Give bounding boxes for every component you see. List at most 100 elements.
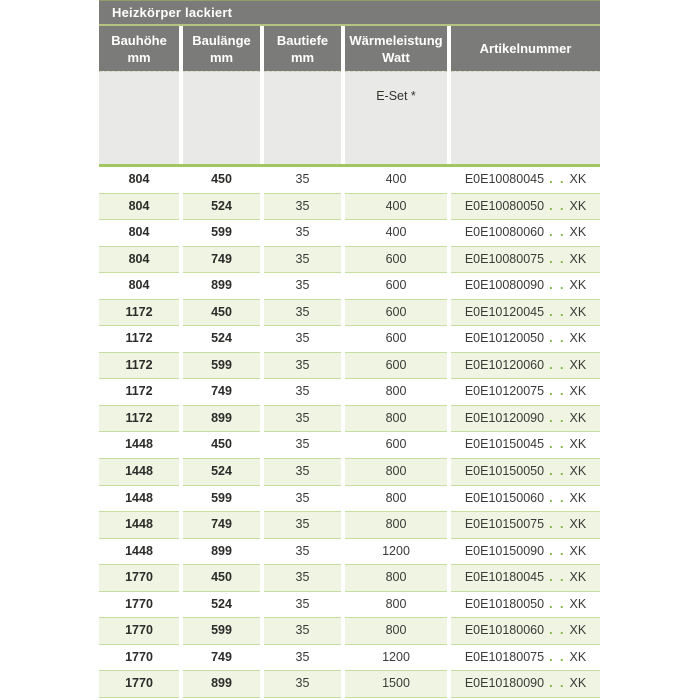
cell-baulaenge: 524	[183, 326, 260, 353]
table-row: 1172 899 35 800 E0E10120090 . . XK	[99, 405, 600, 433]
cell-bauhoehe: 1770	[99, 591, 179, 619]
table-row: 1448 524 35 800 E0E10150050 . . XK	[99, 459, 600, 486]
cell-artikelnummer: E0E10180060 . . XK	[451, 618, 600, 645]
subheader-cell-artikelnummer	[451, 71, 600, 164]
cell-baulaenge: 749	[183, 512, 260, 539]
artikel-dots-icon: . .	[549, 278, 566, 293]
table-row: 804 599 35 400 E0E10080060 . . XK	[99, 220, 600, 247]
cell-bauhoehe: 804	[99, 193, 179, 221]
column-header-label: Wärmeleistung	[349, 32, 443, 48]
artikel-number: E0E10150050	[464, 464, 545, 479]
cell-bauhoehe: 1172	[99, 299, 179, 327]
cell-baulaenge: 899	[183, 273, 260, 300]
table-row: 1448 899 35 1200 E0E10150090 . . XK	[99, 538, 600, 566]
artikel-dots-icon: . .	[549, 490, 566, 505]
cell-bautiefe: 35	[264, 591, 341, 619]
subheader-cell-eset: E-Set *	[345, 71, 447, 164]
artikel-suffix: XK	[569, 623, 587, 638]
artikel-dots-icon: . .	[549, 198, 566, 213]
artikel-suffix: XK	[569, 198, 587, 213]
artikel-suffix: XK	[569, 251, 587, 266]
cell-bautiefe: 35	[264, 299, 341, 327]
cell-bauhoehe: 1448	[99, 459, 179, 486]
cell-bautiefe: 35	[264, 246, 341, 274]
column-header-label: Bautiefe	[276, 32, 329, 48]
artikel-number: E0E10150090	[464, 543, 545, 558]
cell-bauhoehe: 1448	[99, 512, 179, 539]
cell-bautiefe: 35	[264, 193, 341, 221]
cell-watt: 800	[345, 618, 447, 645]
table-body: 804 450 35 400 E0E10080045. . XK 804 524 …	[99, 167, 600, 698]
column-header-label: Baulänge	[192, 32, 251, 48]
artikel-suffix: XK	[569, 437, 587, 452]
artikel-number: E0E10080050	[464, 198, 545, 213]
artikel-number: E0E10120045	[464, 304, 545, 319]
cell-bauhoehe: 1448	[99, 485, 179, 513]
artikel-dots-icon: . .	[549, 410, 566, 425]
cell-baulaenge: 749	[183, 644, 260, 672]
cell-watt: 800	[345, 405, 447, 433]
table-row: 1448 599 35 800 E0E10150060 . . XK	[99, 485, 600, 513]
artikel-number: E0E10180075	[464, 649, 545, 664]
cell-artikelnummer: E0E10120075 . . XK	[451, 379, 600, 406]
cell-bautiefe: 35	[264, 538, 341, 566]
cell-bautiefe: 35	[264, 644, 341, 672]
cell-artikelnummer: E0E10180090 . . XK	[451, 671, 600, 698]
table-row: 1172 599 35 600 E0E10120060 . . XK	[99, 352, 600, 380]
cell-baulaenge: 450	[183, 565, 260, 592]
cell-bauhoehe: 804	[99, 167, 179, 194]
cell-watt: 600	[345, 273, 447, 300]
artikel-number: E0E10180045	[464, 570, 545, 585]
cell-bautiefe: 35	[264, 326, 341, 353]
cell-artikelnummer: E0E10080060 . . XK	[451, 220, 600, 247]
cell-artikelnummer: E0E10120060 . . XK	[451, 352, 600, 380]
column-header-label: Bauhöhe	[111, 32, 167, 48]
title-underline	[99, 24, 600, 26]
artikel-dots-icon: . .	[549, 357, 566, 372]
artikel-dots-icon: . .	[549, 251, 566, 266]
column-header-unit: mm	[290, 49, 315, 65]
table-row: 1172 749 35 800 E0E10120075 . . XK	[99, 379, 600, 406]
cell-baulaenge: 899	[183, 538, 260, 566]
artikel-dots-icon: . .	[549, 225, 566, 240]
cell-artikelnummer: E0E10080075 . . XK	[451, 246, 600, 274]
cell-watt: 600	[345, 299, 447, 327]
artikel-number: E0E10120075	[464, 384, 545, 399]
cell-artikelnummer: E0E10150050 . . XK	[451, 459, 600, 486]
table-row: 1770 899 35 1500 E0E10180090 . . XK	[99, 671, 600, 698]
cell-watt: 1200	[345, 644, 447, 672]
table-row: 804 524 35 400 E0E10080050 . . XK	[99, 193, 600, 221]
artikel-suffix: XK	[569, 410, 587, 425]
artikel-number: E0E10080075	[464, 251, 545, 266]
cell-bauhoehe: 1770	[99, 671, 179, 698]
cell-baulaenge: 524	[183, 459, 260, 486]
cell-bautiefe: 35	[264, 273, 341, 300]
cell-artikelnummer: E0E10150075 . . XK	[451, 512, 600, 539]
cell-bautiefe: 35	[264, 352, 341, 380]
cell-watt: 800	[345, 565, 447, 592]
cell-bauhoehe: 1172	[99, 379, 179, 406]
cell-bauhoehe: 1770	[99, 565, 179, 592]
subheader-row: E-Set *	[99, 71, 600, 164]
cell-artikelnummer: E0E10180050 . . XK	[451, 591, 600, 619]
cell-watt: 400	[345, 193, 447, 221]
table-title-bar: Heizkörper lackiert	[99, 0, 600, 24]
cell-watt: 800	[345, 485, 447, 513]
cell-watt: 800	[345, 512, 447, 539]
cell-baulaenge: 524	[183, 591, 260, 619]
artikel-dots-icon: . .	[549, 437, 566, 452]
cell-baulaenge: 524	[183, 193, 260, 221]
artikel-dots-icon: . .	[549, 172, 566, 186]
table-row: 804 749 35 600 E0E10080075 . . XK	[99, 246, 600, 274]
cell-bautiefe: 35	[264, 512, 341, 539]
artikel-number: E0E10120050	[464, 331, 545, 346]
cell-bautiefe: 35	[264, 618, 341, 645]
artikel-dots-icon: . .	[549, 331, 566, 346]
artikel-number: E0E10080045	[464, 172, 545, 186]
artikel-dots-icon: . .	[549, 649, 566, 664]
column-header-unit: Watt	[382, 49, 410, 65]
table-row: 1770 599 35 800 E0E10180060 . . XK	[99, 618, 600, 645]
cell-baulaenge: 599	[183, 618, 260, 645]
cell-artikelnummer: E0E10120045 . . XK	[451, 299, 600, 327]
artikel-number: E0E10150075	[464, 517, 545, 532]
